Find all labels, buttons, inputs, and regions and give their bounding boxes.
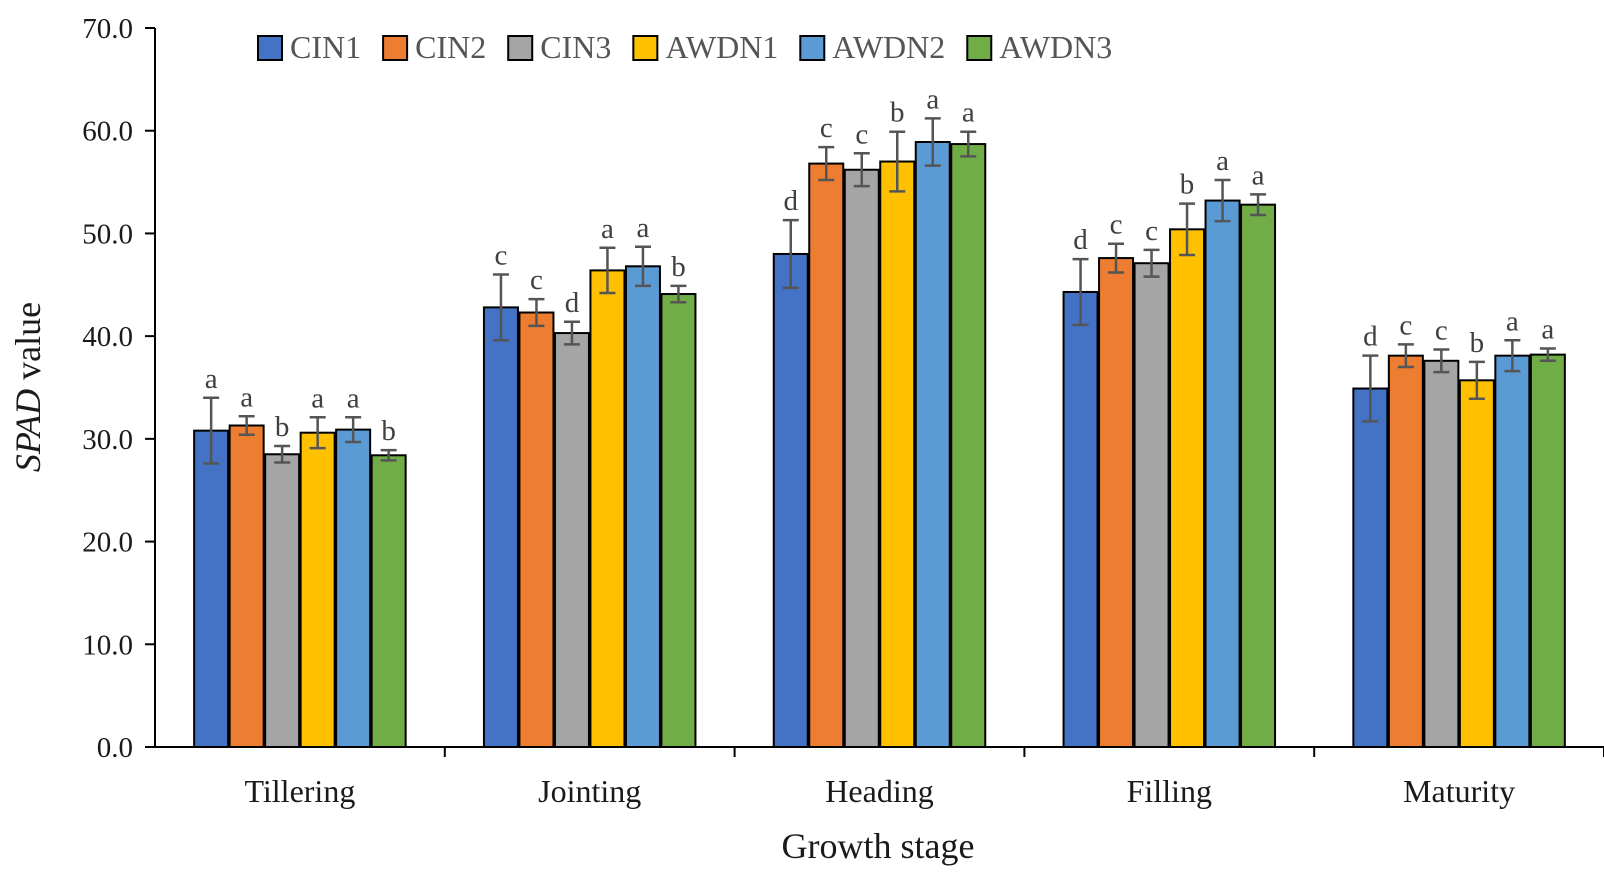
bar-cin2-tillering: [228, 424, 265, 748]
significance-letter: c: [820, 112, 833, 144]
significance-letter: c: [495, 240, 508, 272]
x-axis-title: Growth stage: [782, 826, 975, 866]
legend-label: CIN3: [540, 29, 611, 65]
significance-letter: a: [962, 97, 975, 129]
bar-awdn3-filling: [1240, 203, 1277, 748]
x-category-label: Jointing: [538, 773, 641, 809]
y-tick-label: 70.0: [82, 13, 133, 45]
y-axis-title-rest: value: [8, 302, 48, 389]
y-tick-label: 10.0: [82, 629, 133, 661]
significance-letter: b: [890, 97, 905, 129]
bar-awdn2-jointing: [624, 265, 661, 748]
x-category-label: Maturity: [1403, 773, 1515, 809]
bar-cin3-tillering: [264, 453, 301, 748]
bar-cin3-jointing: [553, 332, 590, 748]
y-tick-label: 20.0: [82, 527, 133, 559]
legend-swatch-awdn1: [632, 35, 659, 61]
y-tick-label: 50.0: [82, 218, 133, 250]
bar-awdn2-tillering: [335, 428, 372, 748]
legend: CIN1 CIN2 CIN3 AWDN1 AWDN2 AWDN3: [257, 29, 1112, 65]
legend-label: AWDN1: [665, 29, 778, 65]
y-axis-title-italic: SPAD: [8, 389, 48, 472]
significance-letter: a: [1252, 159, 1265, 191]
bar-cin2-filling: [1098, 257, 1135, 748]
significance-letter: a: [1216, 145, 1229, 177]
y-tick-label: 30.0: [82, 424, 133, 456]
bar-cin1-jointing: [482, 306, 519, 748]
significance-letter: b: [381, 415, 396, 447]
bar-awdn2-filling: [1204, 199, 1241, 748]
significance-letter: a: [637, 212, 650, 244]
legend-swatch-awdn2: [799, 35, 826, 61]
bar-cin2-maturity: [1387, 354, 1424, 748]
bar-awdn3-heading: [950, 143, 987, 748]
significance-letter: b: [671, 251, 686, 283]
legend-label: AWDN3: [999, 29, 1112, 65]
legend-swatch-cin3: [507, 35, 534, 61]
x-category-label: Filling: [1127, 773, 1212, 809]
bar-awdn1-tillering: [299, 431, 336, 748]
significance-letter: c: [530, 264, 543, 296]
y-axis-title: SPAD value: [8, 302, 48, 472]
legend-swatch-cin1: [257, 35, 283, 61]
y-tick-label: 0.0: [97, 732, 133, 764]
significance-letter: c: [1399, 309, 1412, 341]
bar-awdn2-heading: [914, 141, 951, 748]
bar-awdn3-maturity: [1529, 353, 1566, 748]
significance-letter: d: [1363, 321, 1378, 353]
significance-letter: a: [240, 381, 253, 413]
significance-letter: a: [1506, 305, 1519, 337]
significance-letter: a: [601, 213, 614, 245]
significance-letter: a: [205, 363, 218, 395]
significance-letter: c: [1435, 314, 1448, 346]
bar-cin1-heading: [772, 252, 809, 748]
significance-letter: c: [855, 118, 868, 150]
bar-awdn1-maturity: [1458, 379, 1495, 748]
significance-letter: d: [1073, 224, 1088, 256]
x-category-label: Tillering: [244, 773, 355, 809]
bar-cin1-tillering: [193, 429, 230, 748]
significance-letter: a: [1541, 313, 1554, 345]
significance-letter: b: [1180, 169, 1195, 201]
significance-letter: d: [784, 185, 799, 217]
significance-letter: a: [926, 83, 939, 115]
significance-letter: c: [1110, 209, 1123, 241]
bar-cin1-maturity: [1352, 387, 1389, 748]
bar-awdn3-tillering: [370, 454, 407, 748]
legend-label: CIN1: [290, 29, 361, 65]
x-category-label: Heading: [825, 773, 933, 809]
bar-cin2-heading: [808, 162, 845, 748]
legend-label: AWDN2: [832, 29, 945, 65]
bar-awdn3-jointing: [660, 293, 697, 748]
bar-cin3-filling: [1133, 262, 1170, 748]
bar-awdn1-heading: [879, 160, 916, 748]
bar-cin3-heading: [843, 168, 880, 748]
bar-cin2-jointing: [518, 311, 555, 748]
y-tick-label: 40.0: [82, 321, 133, 353]
legend-swatch-cin2: [382, 35, 409, 61]
axes-group: [154, 28, 1604, 748]
significance-letter: b: [1470, 327, 1485, 359]
y-tick-label: 60.0: [82, 116, 133, 148]
bar-awdn1-filling: [1169, 228, 1206, 748]
legend-swatch-awdn3: [966, 35, 993, 61]
bar-cin1-filling: [1062, 290, 1099, 748]
bar-awdn2-maturity: [1494, 354, 1531, 748]
y-ticks-group: 0.0 10.0 20.0 30.0 40.0 50.0 60.0 70.0: [82, 13, 155, 764]
significance-letter: d: [565, 287, 580, 319]
x-categories-group: Tillering Jointing Heading Filling Maturity: [244, 747, 1604, 809]
legend-label: CIN2: [415, 29, 486, 65]
significance-letter: a: [311, 382, 324, 414]
significance-letter: c: [1145, 215, 1158, 247]
significance-letter: a: [347, 382, 360, 414]
significance-letter: b: [275, 411, 290, 443]
bar-awdn1-jointing: [589, 269, 626, 748]
bar-cin3-maturity: [1423, 359, 1460, 748]
